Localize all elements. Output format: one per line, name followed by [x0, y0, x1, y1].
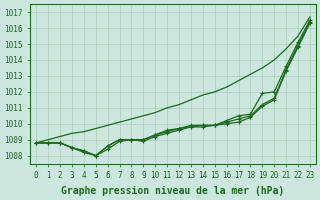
X-axis label: Graphe pression niveau de la mer (hPa): Graphe pression niveau de la mer (hPa) — [61, 186, 285, 196]
